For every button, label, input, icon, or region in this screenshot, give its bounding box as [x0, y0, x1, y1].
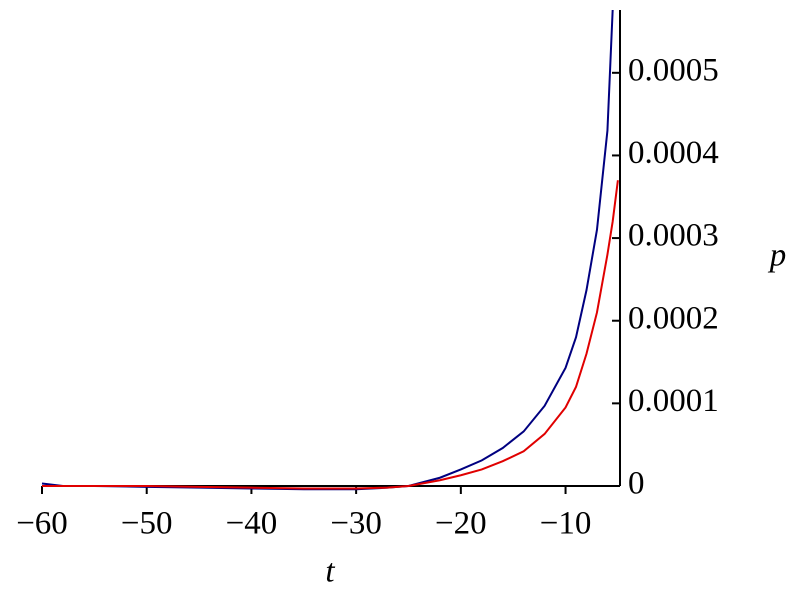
y-tick-label: 0.0004 [628, 135, 719, 171]
x-tick-label: −10 [540, 506, 592, 542]
y-tick-label: 0.0003 [628, 218, 719, 254]
x-tick-label: −30 [330, 506, 382, 542]
y-tick-label: 0.0002 [628, 300, 719, 336]
y-tick-label: 0 [628, 466, 645, 502]
x-tick-label: −50 [121, 506, 173, 542]
x-tick-label: −60 [16, 506, 68, 542]
x-tick-label: −40 [226, 506, 278, 542]
y-tick-label: 0.0001 [628, 383, 719, 419]
y-axis-label: p [768, 238, 787, 274]
x-axis-label: t [325, 554, 335, 590]
y-tick-label: 0.0005 [628, 52, 719, 88]
line-series [42, 180, 619, 490]
line-series [41, 9, 614, 491]
x-tick-label: −20 [435, 506, 487, 542]
